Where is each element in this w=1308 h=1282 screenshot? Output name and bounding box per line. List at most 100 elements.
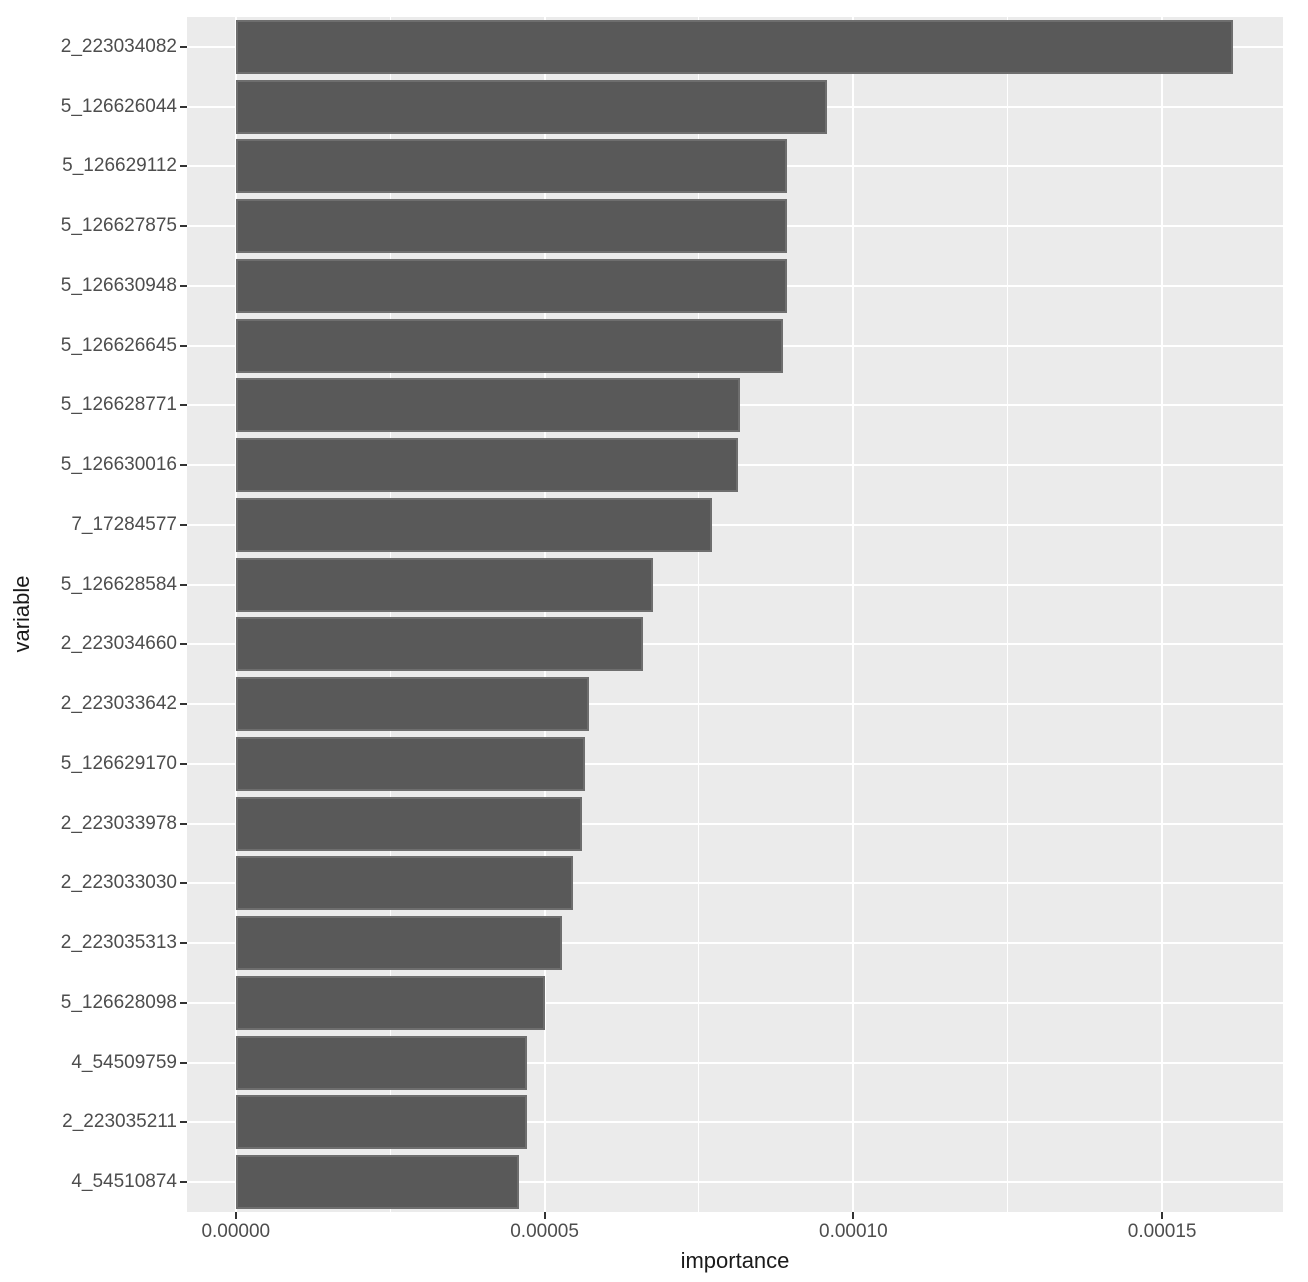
y-tick-label: 5_126630016 [60, 454, 177, 476]
y-tick-label: 4_54509759 [71, 1051, 177, 1073]
y-tick-label: 2_223035313 [60, 932, 177, 954]
y-tick-label: 5_126626645 [60, 334, 177, 356]
bar-row [187, 734, 1283, 794]
bar-row [187, 794, 1283, 854]
importance-bar [235, 617, 643, 672]
bar-row [187, 555, 1283, 615]
bar-row [187, 1093, 1283, 1153]
y-tick-label: 2_223033030 [60, 872, 177, 894]
x-tick-mark [234, 1212, 237, 1219]
importance-bar [235, 1155, 519, 1210]
importance-bar [235, 79, 827, 134]
gridline-minor-vertical [698, 17, 700, 1212]
bar-row [187, 854, 1283, 914]
y-tick-label: 5_126628771 [60, 394, 177, 416]
gridline-minor-vertical [389, 17, 391, 1212]
bar-row [187, 435, 1283, 495]
bar-row [187, 615, 1283, 675]
y-tick-mark [180, 1001, 187, 1004]
gridline-major-horizontal [187, 583, 1283, 586]
importance-bar [235, 916, 562, 971]
bar-row [187, 196, 1283, 256]
bar-row [187, 1152, 1283, 1212]
gridline-major-vertical [234, 17, 237, 1212]
y-tick-label: 5_126626044 [60, 95, 177, 117]
importance-bar [235, 677, 590, 732]
bar-row [187, 256, 1283, 316]
y-tick-label: 2_223034660 [60, 633, 177, 655]
importance-bar [235, 19, 1234, 74]
y-tick-mark [180, 165, 187, 168]
gridline-major-horizontal [187, 523, 1283, 526]
bar-row [187, 674, 1283, 734]
y-tick-label: 5_126627875 [60, 215, 177, 237]
y-tick-label: 5_126629112 [62, 155, 177, 177]
importance-bar [235, 1095, 527, 1150]
y-tick-mark [180, 762, 187, 765]
x-tick-label: 0.00010 [819, 1221, 888, 1242]
y-tick-mark [180, 1121, 187, 1124]
y-tick-mark [180, 583, 187, 586]
gridline-major-horizontal [187, 942, 1283, 945]
y-tick-mark [180, 942, 187, 945]
importance-bar [235, 378, 740, 433]
gridline-major-vertical [1161, 17, 1164, 1212]
y-tick-mark [180, 344, 187, 347]
bar-row [187, 17, 1283, 77]
gridline-major-horizontal [187, 1001, 1283, 1004]
y-tick-mark [180, 523, 187, 526]
gridline-major-horizontal [187, 1061, 1283, 1064]
x-tick-mark [1161, 1212, 1164, 1219]
bar-row [187, 376, 1283, 436]
importance-bar [235, 438, 738, 493]
y-tick-mark [180, 105, 187, 108]
y-tick-mark [180, 404, 187, 407]
y-tick-label: 5_126629170 [60, 752, 177, 774]
y-tick-label: 2_223033978 [60, 812, 177, 834]
x-tick-label: 0.00000 [201, 1221, 271, 1242]
gridline-major-vertical [852, 17, 855, 1212]
y-tick-label: 2_223033642 [60, 693, 177, 715]
importance-bar [235, 796, 582, 851]
x-tick-mark [543, 1212, 546, 1219]
x-axis-title: importance [680, 1248, 790, 1273]
bar-row [187, 973, 1283, 1033]
importance-bar [235, 497, 712, 552]
importance-bar [235, 557, 653, 612]
gridline-major-horizontal [187, 882, 1283, 885]
x-tick-label: 0.00005 [510, 1221, 579, 1242]
bar-rows [187, 17, 1283, 1212]
y-tick-mark [180, 225, 187, 228]
y-tick-mark [180, 703, 187, 706]
y-tick-mark [180, 643, 187, 646]
x-tick-mark [852, 1212, 855, 1219]
y-tick-label: 5_126628584 [60, 573, 177, 595]
y-tick-label: 5_126628098 [60, 991, 177, 1013]
gridline-major-horizontal [187, 1121, 1283, 1124]
y-axis-title: variable [9, 575, 34, 653]
y-tick-mark [180, 45, 187, 48]
gridline-major-vertical [543, 17, 546, 1212]
y-tick-mark [180, 1181, 187, 1184]
gridline-major-horizontal [187, 822, 1283, 825]
importance-bar [235, 856, 573, 911]
bar-row [187, 316, 1283, 376]
gridline-major-horizontal [187, 703, 1283, 706]
importance-bar [235, 139, 787, 194]
y-tick-mark [180, 1061, 187, 1064]
bar-row [187, 137, 1283, 197]
importance-bar [235, 1035, 527, 1090]
gridline-major-horizontal [187, 1181, 1283, 1184]
bar-row [187, 77, 1283, 137]
y-tick-label: 4_54510874 [71, 1171, 177, 1193]
y-tick-label: 2_223034082 [60, 35, 177, 57]
y-tick-label: 2_223035211 [62, 1111, 177, 1133]
x-tick-label: 0.00015 [1127, 1221, 1197, 1242]
bar-row [187, 1033, 1283, 1093]
importance-bar [235, 736, 585, 791]
y-tick-mark [180, 822, 187, 825]
importance-bar [235, 258, 787, 313]
y-tick-mark [180, 284, 187, 287]
y-tick-label: 7_17284577 [71, 513, 177, 535]
